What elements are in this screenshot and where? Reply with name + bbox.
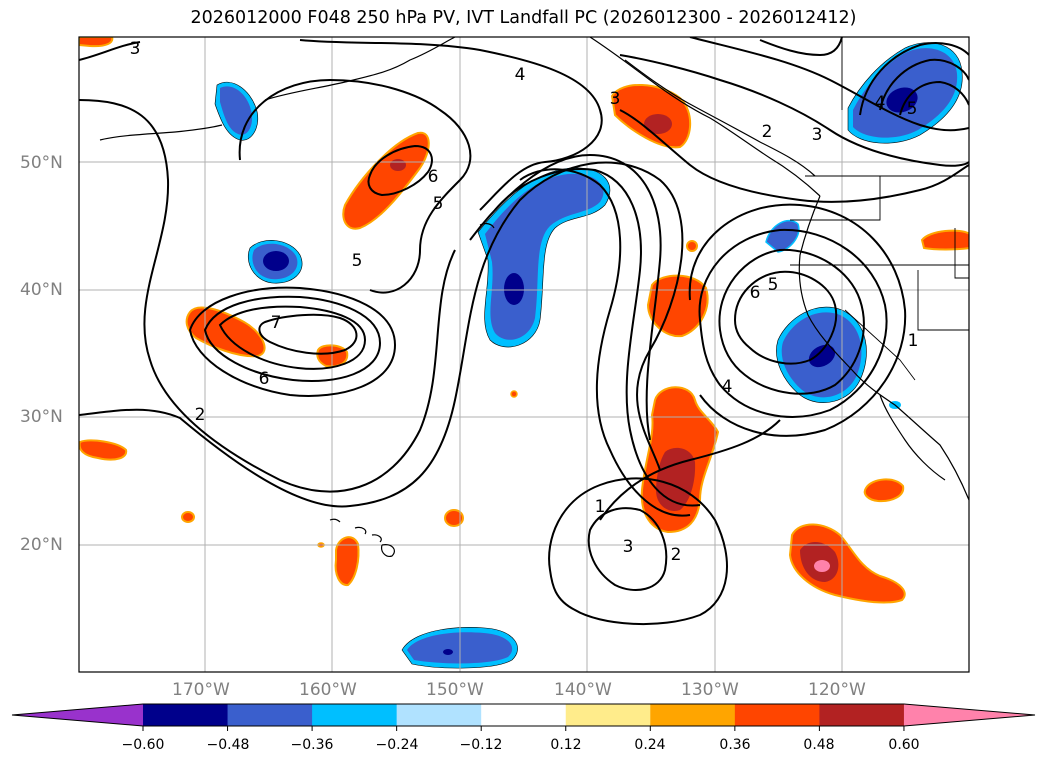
colorbar-tick-label: 0.12 (550, 737, 582, 753)
pos-blob-baja (863, 478, 905, 503)
lon-label: 150°W (426, 680, 484, 700)
colorbar-tick-label: −0.12 (459, 737, 503, 753)
contour-ca-4 (688, 203, 907, 437)
alaska-coast (264, 37, 456, 101)
contour-label: 5 (907, 99, 918, 119)
contour-label: 2 (762, 122, 773, 142)
negative-anomaly-regions (214, 42, 963, 669)
pos-blob-north-central (342, 131, 430, 230)
colorbar-segment (650, 704, 736, 726)
contour-north-2 (619, 54, 969, 167)
colorbar-segment (396, 704, 482, 726)
contour-2-west (79, 99, 456, 493)
contour-label: 3 (623, 537, 634, 557)
lon-label: 140°W (554, 680, 612, 700)
contour-label: 4 (515, 65, 526, 85)
colorbar-extend-max (903, 704, 1035, 726)
pos-blob-hawaii (334, 536, 360, 587)
contour-3-topleft (79, 41, 141, 61)
lon-label: 130°W (681, 680, 739, 700)
contour-ne-5 (859, 42, 969, 116)
map-title: 2026012000 F048 250 hPa PV, IVT Landfall… (190, 8, 857, 28)
contours (79, 37, 969, 626)
lon-label: 170°W (172, 680, 230, 700)
contour-label: 2 (195, 405, 206, 425)
positive-anomaly-regions (79, 37, 969, 604)
contour-labels: 3 4 3 2 3 6 5 4 5 5 7 6 2 6 5 4 1 3 2 1 (130, 39, 919, 565)
colorbar-tick-label: 0.48 (803, 737, 835, 753)
colorbar-segment (734, 704, 820, 726)
contour-ne-6 (879, 58, 969, 111)
west-coast (798, 195, 969, 501)
pos-blob-far-west (79, 439, 128, 461)
contour-4-top (299, 39, 603, 211)
lat-label: 20°N (20, 535, 63, 555)
lon-label: 120°W (808, 680, 866, 700)
contour-s-loop (587, 507, 668, 591)
colorbar-segment (312, 704, 398, 726)
contour-label: 1 (595, 497, 606, 517)
contour-label: 6 (428, 167, 439, 187)
contour-label: 4 (722, 377, 733, 397)
contour-label: 5 (433, 194, 444, 214)
contour-north-3 (689, 37, 969, 132)
pos-blob-topleft (79, 37, 114, 48)
contour-label: 3 (130, 39, 141, 59)
contour-label: 3 (812, 125, 823, 145)
map-frame (78, 36, 970, 673)
colorbar-extend-min (12, 704, 143, 726)
contour-label: 4 (875, 93, 886, 113)
contour-ca-3 (733, 270, 838, 365)
contour-label: 3 (610, 89, 621, 109)
gridlines (79, 37, 969, 672)
contour-label: 7 (271, 313, 282, 333)
colorbar-tick-label: 0.24 (634, 737, 666, 753)
contour-label: 1 (908, 331, 919, 351)
colorbar-segment (227, 704, 313, 726)
contour-label: 6 (750, 283, 761, 303)
colorbar (11, 703, 1036, 731)
lat-label: 50°N (20, 153, 63, 173)
contour-label: 5 (352, 251, 363, 271)
baja-coast (879, 394, 946, 481)
coastlines (99, 37, 969, 557)
hawaii-islands (329, 518, 395, 557)
colorbar-segment (143, 704, 229, 726)
contour-6-north (367, 144, 433, 197)
colorbar-tick-label: −0.24 (375, 737, 419, 753)
lat-label: 30°N (20, 407, 63, 427)
contour-outer-west (79, 161, 684, 508)
contour-ne-4 (899, 80, 969, 116)
contour-central-s3 (469, 153, 662, 441)
pos-blob-rockies (920, 229, 969, 251)
contour-3-ne (759, 37, 843, 57)
contour-central-s2 (494, 168, 701, 507)
contour-north-1 (619, 109, 969, 203)
contour-ca-2 (698, 228, 888, 418)
colorbar-tick-label: −0.48 (206, 737, 250, 753)
contour-label: 6 (259, 369, 270, 389)
contour-label: 5 (768, 275, 779, 295)
contour-7 (258, 313, 358, 355)
bc-coast (589, 37, 821, 197)
lat-label: 40°N (20, 280, 63, 300)
contour-s-outer (548, 477, 728, 626)
contour-1-east (599, 419, 781, 521)
contour-5-mid (238, 78, 472, 294)
colorbar-tick-label: 0.36 (719, 737, 751, 753)
contour-inner-west-2 (203, 295, 382, 382)
colorbar-segment (565, 704, 651, 726)
contour-ca-1 (718, 248, 865, 395)
contour-label: 2 (671, 545, 682, 565)
colorbar-segment (481, 704, 567, 726)
colorbar-tick-label: 0.60 (888, 737, 920, 753)
contour-inner-west-3 (218, 305, 367, 370)
lon-label: 160°W (299, 680, 357, 700)
contour-central-s1 (519, 168, 691, 517)
colorbar-tick-label: −0.36 (290, 737, 334, 753)
contour-inner-west-1 (188, 286, 397, 397)
colorbar-tick-label: −0.60 (121, 737, 165, 753)
colorbar-segment (819, 704, 905, 726)
